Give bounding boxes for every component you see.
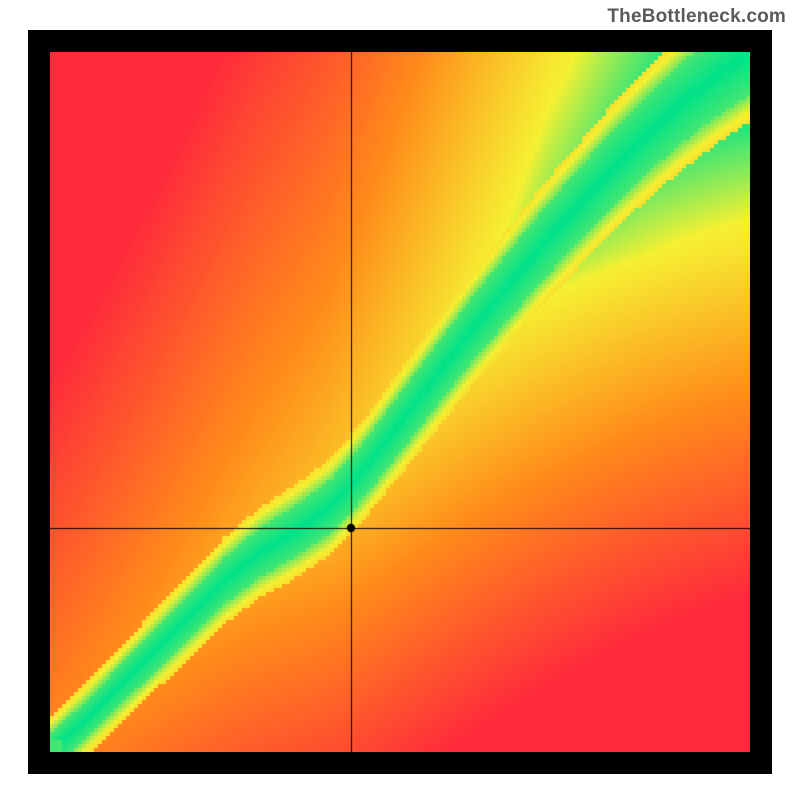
chart-frame [28, 30, 772, 774]
chart-container: TheBottleneck.com [0, 0, 800, 800]
attribution-text: TheBottleneck.com [607, 6, 786, 28]
overlay-canvas [50, 52, 750, 752]
